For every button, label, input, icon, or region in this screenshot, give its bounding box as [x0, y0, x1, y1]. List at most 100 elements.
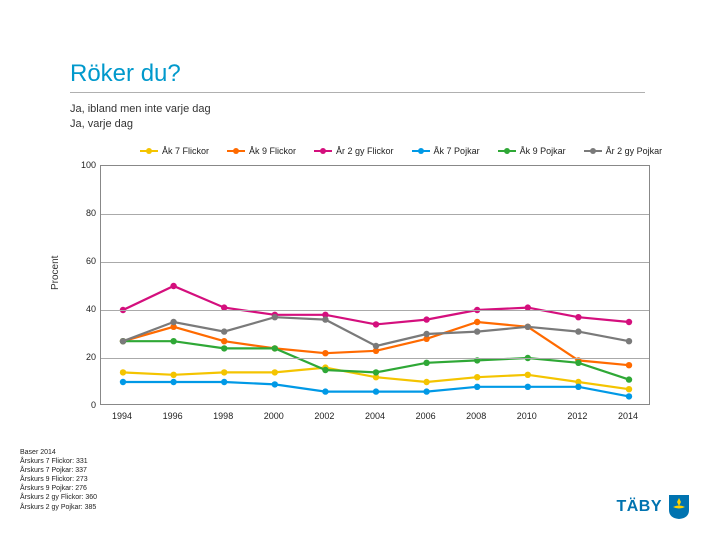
subtitle-line: Ja, ibland men inte varje dag [70, 102, 211, 117]
legend-item: År 2 gy Flickor [314, 146, 394, 156]
series-marker [221, 338, 227, 344]
legend-swatch [140, 150, 158, 152]
series-marker [221, 328, 227, 334]
legend-item: Åk 9 Flickor [227, 146, 296, 156]
legend-swatch [584, 150, 602, 152]
chart-subtitle: Ja, ibland men inte varje dag Ja, varje … [70, 102, 211, 132]
legend-item: År 2 gy Pojkar [584, 146, 663, 156]
series-marker [170, 338, 176, 344]
series-marker [575, 314, 581, 320]
x-tick-label: 2002 [314, 411, 334, 421]
series-marker [322, 316, 328, 322]
legend-label: Åk 7 Flickor [162, 146, 209, 156]
legend-label: År 2 gy Flickor [336, 146, 394, 156]
legend-item: Åk 7 Flickor [140, 146, 209, 156]
series-marker [120, 379, 126, 385]
x-tick-label: 1996 [163, 411, 183, 421]
series-marker [272, 314, 278, 320]
x-tick-label: 1994 [112, 411, 132, 421]
series-marker [373, 343, 379, 349]
series-marker [525, 384, 531, 390]
legend-label: År 2 gy Pojkar [606, 146, 663, 156]
series-line [123, 286, 629, 324]
series-marker [626, 362, 632, 368]
series-marker [525, 372, 531, 378]
baser-heading: Baser 2014 [20, 448, 97, 457]
series-marker [373, 388, 379, 394]
x-tick-label: 1998 [213, 411, 233, 421]
series-marker [423, 331, 429, 337]
legend-swatch [412, 150, 430, 152]
chart-title: Röker du? [70, 60, 181, 88]
series-marker [322, 367, 328, 373]
baser-row: Årskurs 2 gy Flickor: 360 [20, 493, 97, 502]
chart-svg [101, 166, 649, 404]
series-marker [626, 319, 632, 325]
x-tick-label: 2000 [264, 411, 284, 421]
series-marker [423, 316, 429, 322]
baser-row: Årskurs 7 Flickor: 331 [20, 457, 97, 466]
shield-icon [668, 494, 690, 520]
series-marker [626, 338, 632, 344]
footnote-baser: Baser 2014Årskurs 7 Flickor: 331Årskurs … [20, 448, 97, 512]
series-marker [373, 321, 379, 327]
series-marker [423, 388, 429, 394]
legend-swatch [314, 150, 332, 152]
y-tick-label: 40 [76, 304, 96, 314]
series-marker [423, 379, 429, 385]
legend-swatch [227, 150, 245, 152]
series-marker [221, 345, 227, 351]
series-marker [272, 369, 278, 375]
x-tick-label: 2010 [517, 411, 537, 421]
series-marker [474, 384, 480, 390]
series-marker [474, 328, 480, 334]
y-tick-label: 0 [76, 400, 96, 410]
y-axis-label: Procent [50, 256, 61, 290]
legend-label: Åk 9 Pojkar [520, 146, 566, 156]
series-marker [322, 388, 328, 394]
gridline [101, 310, 649, 311]
legend-item: Åk 9 Pojkar [498, 146, 566, 156]
series-marker [575, 328, 581, 334]
series-marker [170, 319, 176, 325]
series-marker [474, 374, 480, 380]
title-underline [70, 92, 645, 93]
legend-label: Åk 9 Flickor [249, 146, 296, 156]
legend: Åk 7 Flickor Åk 9 Flickor År 2 gy Flickor Å… [140, 146, 662, 156]
taby-logo: TÄBY [616, 494, 690, 520]
series-marker [474, 319, 480, 325]
series-marker [525, 324, 531, 330]
series-marker [120, 338, 126, 344]
series-marker [626, 376, 632, 382]
chart-area: 0204060801001994199619982000200220042006… [70, 165, 650, 425]
series-marker [575, 384, 581, 390]
gridline [101, 262, 649, 263]
series-marker [423, 360, 429, 366]
y-tick-label: 60 [76, 256, 96, 266]
series-marker [221, 379, 227, 385]
gridline [101, 214, 649, 215]
series-marker [170, 283, 176, 289]
y-tick-label: 20 [76, 352, 96, 362]
legend-item: Åk 7 Pojkar [412, 146, 480, 156]
x-tick-label: 2014 [618, 411, 638, 421]
baser-row: Årskurs 9 Flickor: 273 [20, 475, 97, 484]
gridline [101, 358, 649, 359]
x-tick-label: 2004 [365, 411, 385, 421]
x-tick-label: 2006 [416, 411, 436, 421]
x-tick-label: 2008 [466, 411, 486, 421]
x-tick-label: 2012 [567, 411, 587, 421]
plot-area [100, 165, 650, 405]
series-marker [170, 379, 176, 385]
series-marker [272, 345, 278, 351]
series-marker [170, 372, 176, 378]
baser-row: Årskurs 7 Pojkar: 337 [20, 466, 97, 475]
legend-label: Åk 7 Pojkar [434, 146, 480, 156]
series-marker [626, 386, 632, 392]
baser-row: Årskurs 9 Pojkar: 276 [20, 484, 97, 493]
y-tick-label: 80 [76, 208, 96, 218]
y-tick-label: 100 [76, 160, 96, 170]
series-marker [221, 369, 227, 375]
series-marker [626, 393, 632, 399]
series-marker [120, 369, 126, 375]
